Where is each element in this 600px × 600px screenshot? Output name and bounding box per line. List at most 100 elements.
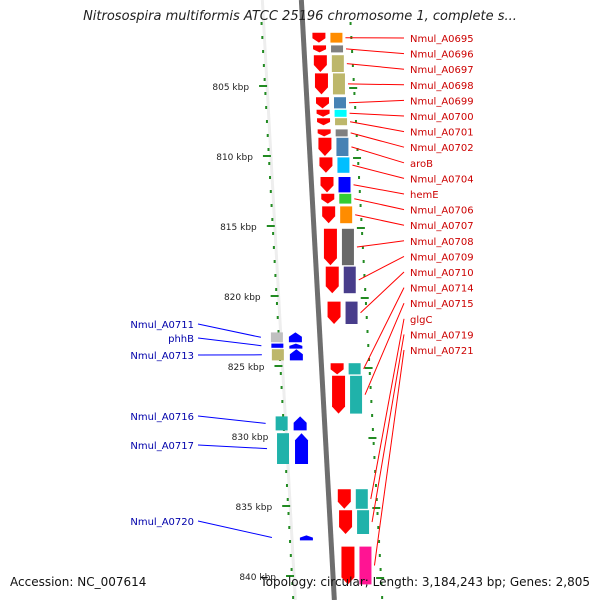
gene-forward[interactable]: Nmul_A0695 bbox=[312, 32, 474, 45]
gene-label: Nmul_A0695 bbox=[410, 34, 474, 45]
cog-bar bbox=[335, 129, 348, 137]
leader-line bbox=[354, 198, 405, 211]
cog-bar bbox=[271, 349, 284, 361]
gene-forward[interactable]: Nmul_A0709 bbox=[325, 252, 474, 294]
leader-line bbox=[363, 287, 405, 370]
gene-arrow bbox=[317, 129, 331, 137]
gene-label: Nmul_A0710 bbox=[410, 268, 474, 279]
gene-forward[interactable]: Nmul_A0702 bbox=[317, 129, 474, 154]
gene-reverse[interactable]: Nmul_A0713 bbox=[130, 349, 303, 362]
leader-line bbox=[356, 240, 405, 248]
gene-arrow bbox=[316, 109, 330, 117]
gene-reverse[interactable]: phhB bbox=[168, 334, 303, 349]
scale-tick-label: 815 kbp bbox=[220, 223, 257, 233]
leader-line bbox=[347, 83, 405, 86]
leader-line bbox=[352, 164, 405, 179]
gene-forward[interactable]: Nmul_A0699 bbox=[316, 96, 474, 109]
gene-label: Nmul_A0701 bbox=[410, 128, 474, 139]
gene-label: hemE bbox=[410, 190, 439, 201]
gene-arrow bbox=[341, 546, 355, 585]
scale-tick-label: 820 kbp bbox=[224, 293, 261, 303]
gene-label: Nmul_A0715 bbox=[410, 299, 474, 310]
gene-label: Nmul_A0719 bbox=[410, 330, 474, 341]
gene-forward[interactable]: Nmul_A0708 bbox=[323, 228, 474, 266]
gene-arrow bbox=[314, 73, 328, 95]
scale-tick-label: 840 kbp bbox=[239, 573, 276, 583]
scale-tick-label: 835 kbp bbox=[235, 503, 272, 513]
gene-label: phhB bbox=[168, 334, 194, 345]
gene-label: Nmul_A0708 bbox=[410, 237, 474, 248]
gene-arrow bbox=[320, 177, 334, 193]
gene-forward[interactable]: Nmul_A0696 bbox=[313, 45, 474, 61]
gene-arrow bbox=[318, 137, 332, 156]
cog-bar bbox=[341, 228, 354, 266]
gene-forward[interactable]: Nmul_A0707 bbox=[322, 206, 474, 232]
scale-tick-label: 830 kbp bbox=[232, 433, 269, 443]
gene-label: Nmul_A0698 bbox=[410, 81, 474, 92]
gene-forward[interactable]: Nmul_A0719 bbox=[339, 330, 474, 534]
leader-line bbox=[197, 444, 268, 450]
leader-line bbox=[197, 337, 262, 347]
gene-forward[interactable]: Nmul_A0710 bbox=[327, 268, 474, 324]
cog-bar bbox=[348, 363, 361, 375]
gene-label: Nmul_A0714 bbox=[410, 284, 474, 295]
scale-tick-label: 810 kbp bbox=[216, 153, 253, 163]
gene-arrow bbox=[299, 535, 313, 541]
gene-forward[interactable]: Nmul_A0700 bbox=[316, 109, 474, 123]
gene-arrow bbox=[316, 97, 330, 109]
gene-arrow bbox=[289, 349, 303, 361]
gene-label: Nmul_A0721 bbox=[410, 346, 474, 357]
gene-forward[interactable]: Nmul_A0714 bbox=[330, 284, 474, 375]
gene-label: Nmul_A0700 bbox=[410, 112, 474, 123]
leader-line bbox=[353, 184, 405, 195]
gene-label: Nmul_A0717 bbox=[130, 441, 194, 452]
gene-label: Nmul_A0709 bbox=[410, 252, 474, 263]
cog-bar bbox=[359, 546, 372, 585]
gene-arrow bbox=[319, 157, 333, 173]
accession-label: Accession: NC_007614 bbox=[10, 575, 147, 589]
cog-bar bbox=[339, 193, 352, 204]
gene-arrow bbox=[327, 301, 341, 324]
gene-forward[interactable]: Nmul_A0701 bbox=[317, 118, 474, 139]
gene-forward[interactable]: glgC bbox=[337, 315, 433, 509]
backbone-line bbox=[298, 0, 337, 600]
gene-arrow bbox=[337, 489, 351, 509]
leader-line bbox=[345, 48, 405, 55]
gene-forward[interactable]: Nmul_A0704 bbox=[319, 157, 474, 185]
gene-reverse[interactable]: Nmul_A0720 bbox=[130, 517, 313, 541]
gene-arrow bbox=[321, 193, 335, 204]
leader-line bbox=[371, 334, 405, 523]
gene-reverse[interactable]: Nmul_A0717 bbox=[130, 433, 309, 464]
leader-line bbox=[197, 323, 262, 338]
cog-bar bbox=[340, 206, 353, 224]
gene-arrow bbox=[313, 55, 327, 72]
gene-arrow bbox=[313, 45, 327, 53]
leader-line bbox=[351, 146, 405, 164]
gene-reverse[interactable]: Nmul_A0711 bbox=[130, 320, 302, 343]
gene-reverse[interactable]: Nmul_A0716 bbox=[130, 412, 307, 431]
cog-bar bbox=[271, 343, 284, 348]
gene-label: Nmul_A0702 bbox=[410, 143, 474, 154]
gene-arrow bbox=[323, 228, 337, 266]
gene-forward[interactable]: Nmul_A0706 bbox=[321, 193, 474, 217]
gene-label: aroB bbox=[410, 159, 433, 170]
gene-arrow bbox=[289, 343, 303, 349]
gene-forward[interactable]: Nmul_A0698 bbox=[314, 73, 474, 95]
gene-arrow bbox=[332, 375, 346, 414]
gene-forward[interactable]: aroB bbox=[318, 137, 433, 170]
gene-forward[interactable]: hemE bbox=[320, 177, 439, 201]
cog-bar bbox=[343, 266, 356, 294]
gene-forward[interactable]: Nmul_A0715 bbox=[332, 299, 474, 414]
gene-arrow bbox=[322, 206, 336, 224]
scale-tick: 805 kbp bbox=[212, 83, 358, 93]
map-title: Nitrosospira multiformis ATCC 25196 chro… bbox=[83, 9, 517, 24]
cog-bar bbox=[331, 45, 344, 53]
gene-forward[interactable]: Nmul_A0721 bbox=[341, 346, 474, 585]
scale-tick: 815 kbp bbox=[220, 223, 365, 233]
gene-forward[interactable]: Nmul_A0697 bbox=[313, 55, 474, 76]
gene-label: Nmul_A0707 bbox=[410, 221, 474, 232]
gene-label: Nmul_A0711 bbox=[130, 320, 194, 331]
gene-arrow bbox=[330, 363, 344, 375]
gene-label: Nmul_A0720 bbox=[130, 517, 194, 528]
